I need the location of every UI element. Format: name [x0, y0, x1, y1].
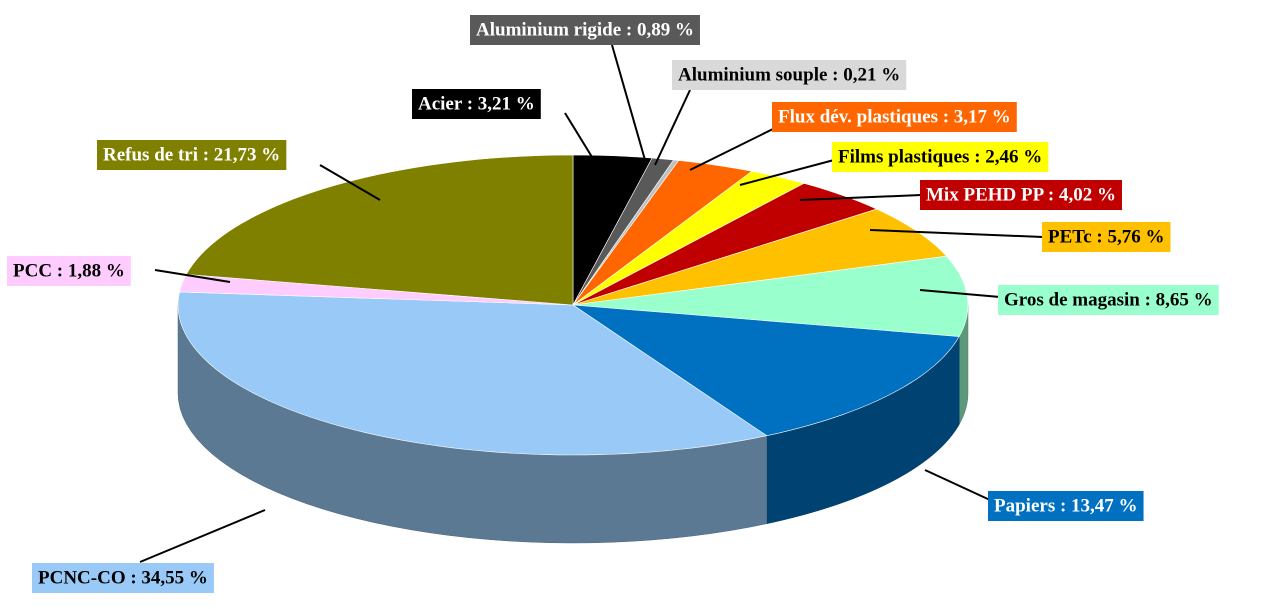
label-box	[412, 89, 541, 119]
data-label: PETc : 5,76 %	[1048, 226, 1164, 247]
slice	[572, 182, 878, 306]
data-label: PCNC-CO : 34,55 %	[38, 567, 208, 588]
label-box	[97, 140, 287, 170]
label-box	[32, 563, 214, 593]
leader-line	[611, 44, 646, 161]
slice	[572, 154, 653, 306]
leader-line	[319, 164, 381, 201]
label-box	[772, 102, 1017, 132]
data-label: Aluminium souple : 0,21 %	[678, 64, 900, 85]
label-box	[470, 15, 700, 45]
slice	[571, 304, 960, 437]
data-label: Aluminium rigide : 0,89 %	[476, 19, 694, 40]
data-label: Refus de tri : 21,73 %	[103, 144, 280, 165]
slice	[572, 170, 805, 306]
label-box	[988, 491, 1144, 521]
slice	[572, 160, 753, 306]
label-box	[1042, 222, 1171, 252]
data-label: Acier : 3,21 %	[418, 93, 535, 114]
leader-line	[154, 269, 231, 283]
data-label: Films plastiques : 2,46 %	[838, 146, 1042, 167]
leader-line	[564, 112, 593, 158]
label-box	[7, 256, 131, 286]
data-label: PCC : 1,88 %	[13, 260, 125, 281]
leader-line	[869, 229, 1044, 238]
slice	[177, 291, 768, 456]
leader-line	[799, 194, 922, 201]
data-label: Flux dév. plastiques : 3,17 %	[778, 106, 1011, 127]
label-box	[832, 142, 1049, 172]
label-box	[920, 180, 1122, 210]
leader-line	[139, 509, 266, 563]
slice	[185, 154, 574, 306]
leader-line	[654, 89, 691, 166]
label-box	[998, 285, 1219, 315]
label-box	[672, 60, 907, 90]
data-label: Mix PEHD PP : 4,02 %	[926, 184, 1116, 205]
data-label: Papiers : 13,47 %	[994, 495, 1138, 516]
leader-line	[924, 469, 991, 501]
leader-line	[739, 159, 835, 186]
leader-line	[689, 127, 776, 171]
data-label: Gros de magasin : 8,65 %	[1004, 289, 1213, 310]
leader-line	[919, 289, 1001, 298]
slice	[572, 255, 969, 337]
